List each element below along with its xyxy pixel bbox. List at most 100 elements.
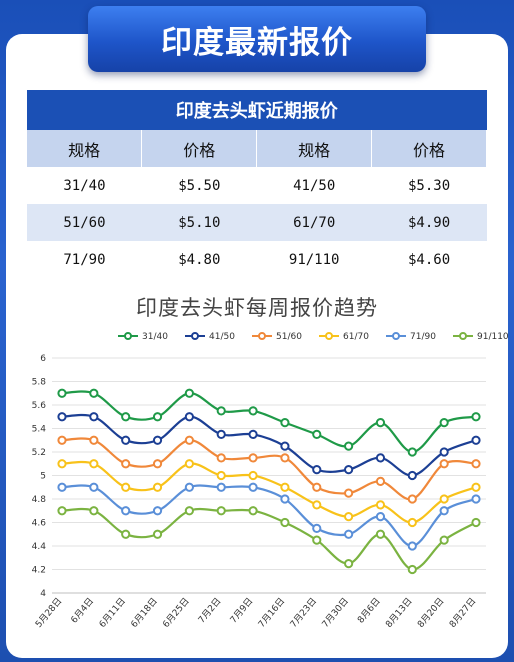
price-cell: $5.10 — [141, 204, 257, 241]
data-point — [312, 465, 322, 475]
legend-item: 61/70 — [343, 332, 369, 342]
data-point — [216, 406, 226, 416]
spec-cell: 91/110 — [288, 251, 340, 268]
data-point — [184, 435, 194, 445]
x-tick-label: 8月20日 — [415, 596, 446, 630]
legend-item: 51/60 — [276, 332, 302, 342]
data-point — [344, 441, 354, 451]
data-point — [216, 429, 226, 439]
data-point — [152, 506, 163, 516]
data-point — [471, 482, 481, 492]
data-point — [248, 470, 258, 481]
data-point — [407, 517, 417, 528]
table-row: 71/90 $4.80 91/110 $4.60 — [27, 241, 487, 278]
data-point — [89, 482, 99, 492]
legend-swatch-marker — [258, 332, 266, 340]
y-tick-label: 4.4 — [32, 542, 47, 552]
data-point — [439, 447, 449, 457]
data-point — [280, 441, 290, 451]
data-point — [184, 388, 194, 398]
data-point — [471, 517, 481, 528]
table-row: 51/60 $5.10 61/70 $4.90 — [27, 204, 487, 241]
data-point — [407, 564, 417, 575]
price-cell: $4.90 — [371, 204, 487, 241]
legend-item: 91/110 — [477, 332, 509, 342]
data-point — [280, 482, 290, 492]
spec-cell: 41/50 — [293, 177, 336, 194]
data-point — [121, 529, 131, 539]
data-point — [280, 453, 290, 463]
data-point — [439, 459, 449, 469]
x-tick-label: 7月23日 — [288, 596, 319, 630]
price-cell: $5.50 — [178, 177, 221, 194]
legend-item: 41/50 — [209, 332, 235, 342]
data-point — [89, 506, 99, 516]
data-point — [152, 435, 163, 445]
y-tick-label: 4.2 — [32, 566, 46, 576]
x-tick-label: 6月25日 — [161, 596, 192, 630]
chart-title: 印度去头虾每周报价趋势 — [136, 296, 378, 320]
data-point — [375, 529, 386, 539]
data-point — [375, 418, 386, 428]
data-point — [216, 506, 226, 516]
data-point — [152, 482, 163, 492]
data-point — [57, 388, 67, 398]
price-cell: $4.80 — [178, 251, 221, 268]
data-point — [312, 523, 322, 533]
col-header-price: 价格 — [141, 130, 258, 167]
x-tick-label: 7月30日 — [320, 596, 351, 630]
data-point — [89, 435, 99, 445]
legend-swatch-marker — [191, 332, 199, 340]
x-tick-label: 6月11日 — [97, 596, 128, 630]
data-point — [344, 512, 354, 522]
price-table: 印度去头虾近期报价 规格 价格 规格 价格 31/40 $5.50 41/50 … — [27, 90, 487, 278]
data-point — [121, 435, 131, 445]
table-caption: 印度去头虾近期报价 — [27, 90, 487, 130]
data-point — [375, 512, 386, 522]
data-point — [248, 406, 258, 416]
spec-cell: 31/40 — [63, 177, 106, 194]
data-point — [407, 470, 417, 481]
y-tick-label: 6 — [40, 354, 46, 364]
data-point — [121, 412, 131, 422]
data-point — [344, 529, 354, 539]
price-cell: $4.60 — [407, 251, 451, 268]
legend-item: 31/40 — [142, 332, 168, 342]
data-point — [57, 435, 67, 445]
series-line-91/110 — [61, 507, 477, 571]
data-point — [152, 529, 163, 539]
data-point — [248, 429, 258, 439]
x-tick-label: 6月18日 — [129, 596, 160, 630]
data-point — [407, 541, 417, 551]
data-point — [184, 506, 194, 516]
y-tick-label: 5.6 — [32, 401, 47, 411]
data-point — [121, 506, 131, 516]
x-tick-label: 7月9日 — [228, 596, 255, 626]
data-point — [248, 453, 258, 463]
data-point — [471, 459, 481, 469]
data-point — [375, 500, 386, 510]
data-point — [439, 418, 449, 428]
data-point — [375, 476, 386, 486]
data-point — [216, 482, 226, 492]
data-point — [184, 459, 194, 469]
data-point — [89, 388, 99, 398]
data-point — [152, 412, 163, 422]
data-point — [439, 506, 449, 516]
x-tick-label: 7月2日 — [196, 596, 223, 626]
data-point — [57, 459, 67, 469]
page-banner-title: 印度最新报价 — [88, 6, 426, 72]
x-tick-label: 7月16日 — [256, 596, 287, 630]
data-point — [439, 535, 449, 545]
data-point — [375, 453, 386, 463]
y-tick-label: 4.8 — [32, 495, 47, 505]
y-tick-label: 5 — [40, 472, 46, 482]
x-tick-label: 5月28日 — [33, 596, 64, 630]
col-header-spec: 规格 — [27, 130, 143, 167]
y-tick-label: 5.4 — [32, 425, 47, 435]
x-tick-label: 8月6日 — [355, 596, 382, 626]
x-tick-label: 8月13日 — [384, 596, 415, 630]
data-point — [439, 494, 449, 504]
y-tick-label: 4.6 — [32, 519, 47, 529]
